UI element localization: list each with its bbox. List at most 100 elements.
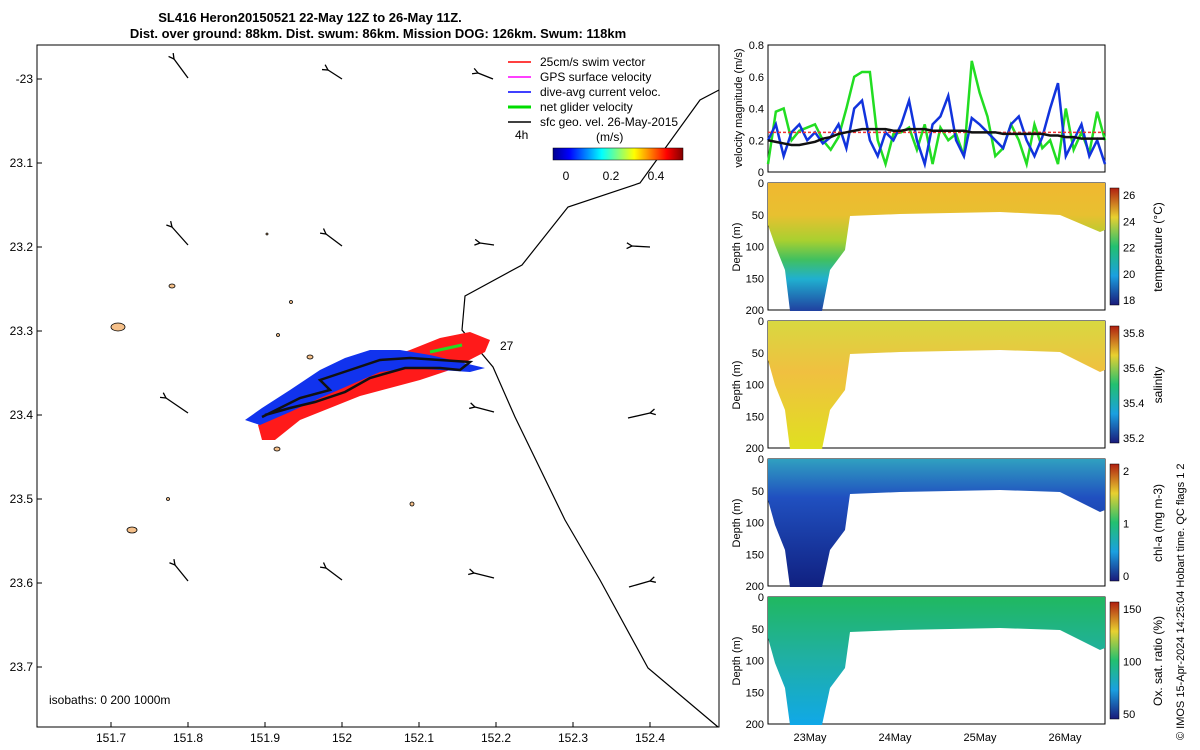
colorbar-tick: 0 <box>1123 571 1129 583</box>
map-ticks: 151.7 151.8 151.9 152 152.1 152.2 152.3 152.4 -2… <box>10 72 666 745</box>
end-label: 27 <box>500 339 514 353</box>
velocity-series-line <box>766 82 1107 169</box>
oxygen-panel <box>767 596 1106 725</box>
depth-tick: 150 <box>746 687 764 699</box>
island <box>306 354 314 360</box>
island <box>289 300 293 304</box>
legend-label: 25cm/s swim vector <box>540 55 645 69</box>
colorbar-tick: 26 <box>1123 190 1135 202</box>
map-y-tick-label: 23.7 <box>10 660 34 674</box>
time-label: 4h <box>515 128 528 142</box>
velocity-y-tick: 0.8 <box>749 40 764 52</box>
colorbar-tick: 150 <box>1123 604 1141 616</box>
velocity-lines <box>766 60 1107 169</box>
depth-tick: 50 <box>752 348 764 360</box>
salinity-panel <box>767 320 1106 449</box>
colorbar-tick: 1 <box>1123 519 1129 531</box>
island <box>126 526 138 534</box>
oxygen-section <box>768 597 1105 725</box>
map-y-tick-label: 23.3 <box>10 324 34 338</box>
colorbar-unit: (m/s) <box>596 130 623 144</box>
colorbar-tick: 35.6 <box>1123 363 1144 375</box>
credit: © IMOS 15-Apr-2024 14:25:04 Hobart time.… <box>1175 463 1187 740</box>
geo-arrowhead <box>648 408 656 416</box>
geo-arrowhead <box>469 402 477 410</box>
map-x-tick-label: 152.1 <box>404 731 434 745</box>
colorbar-tick: 2 <box>1123 466 1129 478</box>
date-tick: 23May <box>793 732 827 744</box>
island <box>273 446 281 452</box>
geo-arrowhead <box>474 238 482 246</box>
coastline <box>461 89 720 728</box>
isobaths-label: isobaths: 0 200 1000m <box>49 693 170 707</box>
salinity-section <box>768 321 1105 449</box>
geo-arrow <box>171 226 189 246</box>
island <box>168 283 176 289</box>
section-colorbar <box>1109 601 1120 720</box>
map-x-tick-label: 152.2 <box>481 731 511 745</box>
speed-colorbar-tick: 0.4 <box>648 169 665 183</box>
speed-colorbar <box>552 147 684 161</box>
colorbar-tick: 20 <box>1123 269 1135 281</box>
net-velocity-segment <box>429 343 463 354</box>
speed-colorbar-ticks: 0 0.2 0.4 <box>563 169 665 183</box>
map-x-tick-label: 152 <box>332 731 352 745</box>
map-panel: 151.7 151.8 151.9 152 152.1 152.2 152.3 152.4 -2… <box>10 44 720 745</box>
islands <box>110 232 415 534</box>
island <box>110 322 126 332</box>
geo-arrow <box>474 406 495 413</box>
date-tick: 24May <box>878 732 912 744</box>
depth-tick: 200 <box>746 305 764 317</box>
geo-arrowhead <box>169 558 176 567</box>
geo-arrowhead <box>626 242 634 250</box>
depth-tick: 100 <box>746 656 764 668</box>
velocity-series-line <box>767 127 1105 147</box>
title-line2: Dist. over ground: 88km. Dist. swum: 86k… <box>130 26 626 41</box>
glider-track <box>261 356 474 419</box>
geo-arrow <box>479 242 495 246</box>
depth-tick: 0 <box>758 454 764 466</box>
velocity-ticks: 0.8 0.6 0.4 0.2 0 <box>749 40 764 179</box>
legend-label: net glider velocity <box>540 100 633 114</box>
velocity-y-tick: 0.6 <box>749 72 764 84</box>
map-x-tick-label: 151.8 <box>173 731 203 745</box>
geo-arrow <box>627 412 651 419</box>
depth-tick: 200 <box>746 443 764 455</box>
map-x-tick-label: 152.3 <box>558 731 588 745</box>
depth-tick: 100 <box>746 518 764 530</box>
section-colorbar <box>1109 187 1120 306</box>
chla-panel <box>767 458 1106 587</box>
depth-ylabel: Depth (m) <box>731 223 743 272</box>
depth-tick: 100 <box>746 380 764 392</box>
velocity-ylabel: velocity magnitude (m/s) <box>733 48 745 167</box>
map-x-tick-label: 151.7 <box>96 731 126 745</box>
geo-arrow <box>473 572 495 579</box>
colorbar-tick: 50 <box>1123 709 1135 721</box>
geo-arrowhead <box>159 392 168 399</box>
geo-arrow <box>628 580 651 588</box>
depth-tick: 150 <box>746 549 764 561</box>
depth-tick: 200 <box>746 719 764 731</box>
title-line1: SL416 Heron20150521 22-May 12Z to 26-May… <box>158 10 462 25</box>
map-x-tick-label: 151.9 <box>250 731 280 745</box>
colorbar-tick: 35.8 <box>1123 328 1144 340</box>
legend-label: GPS surface velocity <box>540 70 651 84</box>
geo-arrowhead <box>471 67 480 75</box>
depth-tick: 50 <box>752 486 764 498</box>
colorbar-tick: 100 <box>1123 657 1141 669</box>
depth-ylabel: Depth (m) <box>731 499 743 548</box>
colorbar-tick: 22 <box>1123 243 1135 255</box>
section-colorbar <box>1109 463 1120 582</box>
island <box>409 501 415 507</box>
legend-label: dive-avg current veloc. <box>540 85 661 99</box>
island <box>166 497 170 501</box>
geo-arrow <box>325 567 343 581</box>
geo-arrowhead <box>648 576 656 583</box>
colorbar-label: salinity <box>1151 367 1165 404</box>
depth-tick: 0 <box>758 592 764 604</box>
temperature-section <box>768 183 1105 311</box>
map-y-tick-label: 23.4 <box>10 408 34 422</box>
date-tick: 26May <box>1048 732 1082 744</box>
section-panels <box>767 182 1106 725</box>
